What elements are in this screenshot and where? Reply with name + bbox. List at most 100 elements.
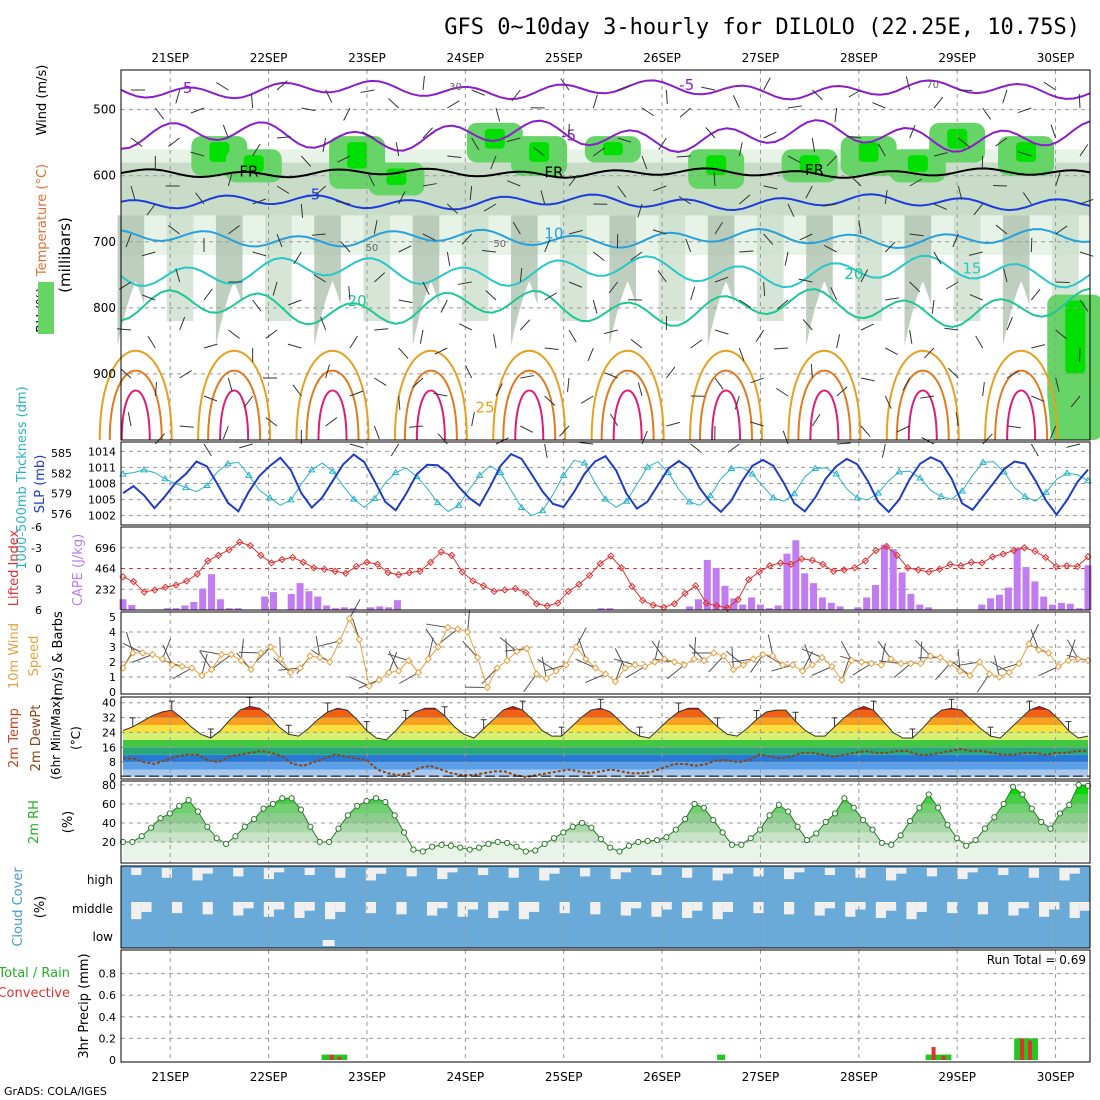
warm-contour <box>787 349 862 441</box>
pressure-tick-label: 900 <box>93 367 116 381</box>
wind-barb <box>419 329 424 344</box>
wind-barb <box>933 251 942 265</box>
rh-band <box>123 841 1088 861</box>
wind-barb <box>777 299 789 310</box>
lifted-index-marker <box>543 602 551 610</box>
wind-barb <box>957 185 963 200</box>
wind-barb <box>252 198 266 205</box>
wind-barb <box>228 329 240 339</box>
wind-speed-marker <box>660 655 669 663</box>
cape-bar <box>119 599 127 610</box>
wind-barb <box>787 155 801 164</box>
wind-barb <box>798 278 813 283</box>
date-tick-label: 27SEP <box>742 1070 780 1084</box>
wind-barb <box>914 639 931 657</box>
wind-barb <box>154 107 165 120</box>
wind-barb <box>905 76 911 91</box>
wind-barb <box>614 648 626 669</box>
wind-barb <box>920 395 935 399</box>
thickness-marker <box>454 501 463 508</box>
rh-marker <box>316 838 323 846</box>
wind-barb <box>203 443 212 457</box>
wind-speed-marker <box>1074 655 1082 663</box>
wind-barb <box>738 347 745 362</box>
rh-marker <box>878 839 885 847</box>
wind-barb <box>641 107 655 117</box>
cloud-gap-middle <box>274 902 285 910</box>
warm-contour <box>711 389 742 441</box>
cloud-gap-middle <box>437 902 448 909</box>
lifted-index-marker <box>225 546 233 554</box>
wind-speed-marker <box>207 665 216 674</box>
wind-speed-marker <box>532 670 541 678</box>
date-tick-label: 28SEP <box>840 1070 878 1084</box>
cape-bar <box>287 593 295 610</box>
temp-band <box>123 725 1088 733</box>
cape-bar <box>712 567 720 610</box>
cloud-gap-high <box>447 868 458 873</box>
wind-barb <box>909 281 921 293</box>
cape-bar <box>296 583 304 610</box>
wind-barb <box>810 363 813 379</box>
wind-barb <box>771 664 793 672</box>
wind-barb <box>540 190 546 205</box>
rh-marker <box>532 847 539 854</box>
cloud-gap-middle <box>365 902 376 914</box>
cape-bar <box>1013 547 1021 610</box>
wind-barb <box>348 286 351 301</box>
date-tick-label: 30SEP <box>1037 51 1075 65</box>
rh-saturated-patch <box>1065 300 1086 374</box>
thickness-marker <box>517 503 526 510</box>
precip-panel: 0 0.2 0.4 0.6 0.8 Run Total = 0.69 Total / Rai… <box>0 949 1091 1067</box>
wind-barb <box>168 225 180 235</box>
thickness-marker <box>580 459 589 466</box>
rh-marker <box>363 797 370 805</box>
wind-speed-marker <box>148 650 157 659</box>
cloud-gap-middle <box>1039 902 1050 917</box>
wind-barb <box>374 328 389 331</box>
temp-unit-label: (°C) <box>69 726 83 750</box>
temp-tick-label: 16 <box>102 741 116 754</box>
warm-contour <box>197 349 272 441</box>
wind-speed-marker <box>641 662 649 671</box>
rh-marker <box>119 838 127 846</box>
temp-band <box>123 739 1088 748</box>
y-axis-label: (millibars) <box>56 217 74 293</box>
wind-barb <box>398 245 412 253</box>
wind-barb <box>426 623 449 628</box>
wind-speed-marker <box>424 655 432 663</box>
contour-label: 15 <box>962 260 981 278</box>
wind-speed-marker <box>798 667 807 675</box>
wind-barb <box>506 137 521 143</box>
cloud-gap-middle <box>559 902 570 914</box>
date-tick-label: 27SEP <box>742 51 780 65</box>
wind-barb <box>1049 425 1057 440</box>
wind-speed-marker <box>129 649 137 657</box>
slp-series-line <box>122 452 1089 517</box>
wind-barb <box>203 288 213 301</box>
wind-barb <box>708 655 725 673</box>
cape-bar <box>748 597 756 610</box>
wind-barb <box>125 631 134 654</box>
wind-barb <box>1031 395 1045 402</box>
wind-speed-marker <box>395 667 403 675</box>
rh-marker <box>803 836 811 844</box>
wind-barb <box>434 347 448 355</box>
wind-barb <box>652 229 667 235</box>
cape-bar <box>216 599 224 610</box>
wind-barb <box>933 203 948 210</box>
rh-marker <box>616 848 623 855</box>
wind-barb <box>920 641 923 664</box>
wind-speed-marker <box>788 661 797 669</box>
wind-barb <box>578 638 587 660</box>
wind-barb <box>678 195 691 205</box>
contour-label: 10 <box>544 224 563 242</box>
precip-total-bar <box>1022 1038 1031 1060</box>
wind-barb <box>395 142 400 157</box>
rh-marker <box>372 795 380 802</box>
warm-contour <box>108 369 163 441</box>
rh-marker <box>578 819 586 827</box>
rh-tick-label: 20 <box>102 836 116 849</box>
wind-barb <box>688 644 705 661</box>
rh-legend-swatch <box>38 282 54 334</box>
